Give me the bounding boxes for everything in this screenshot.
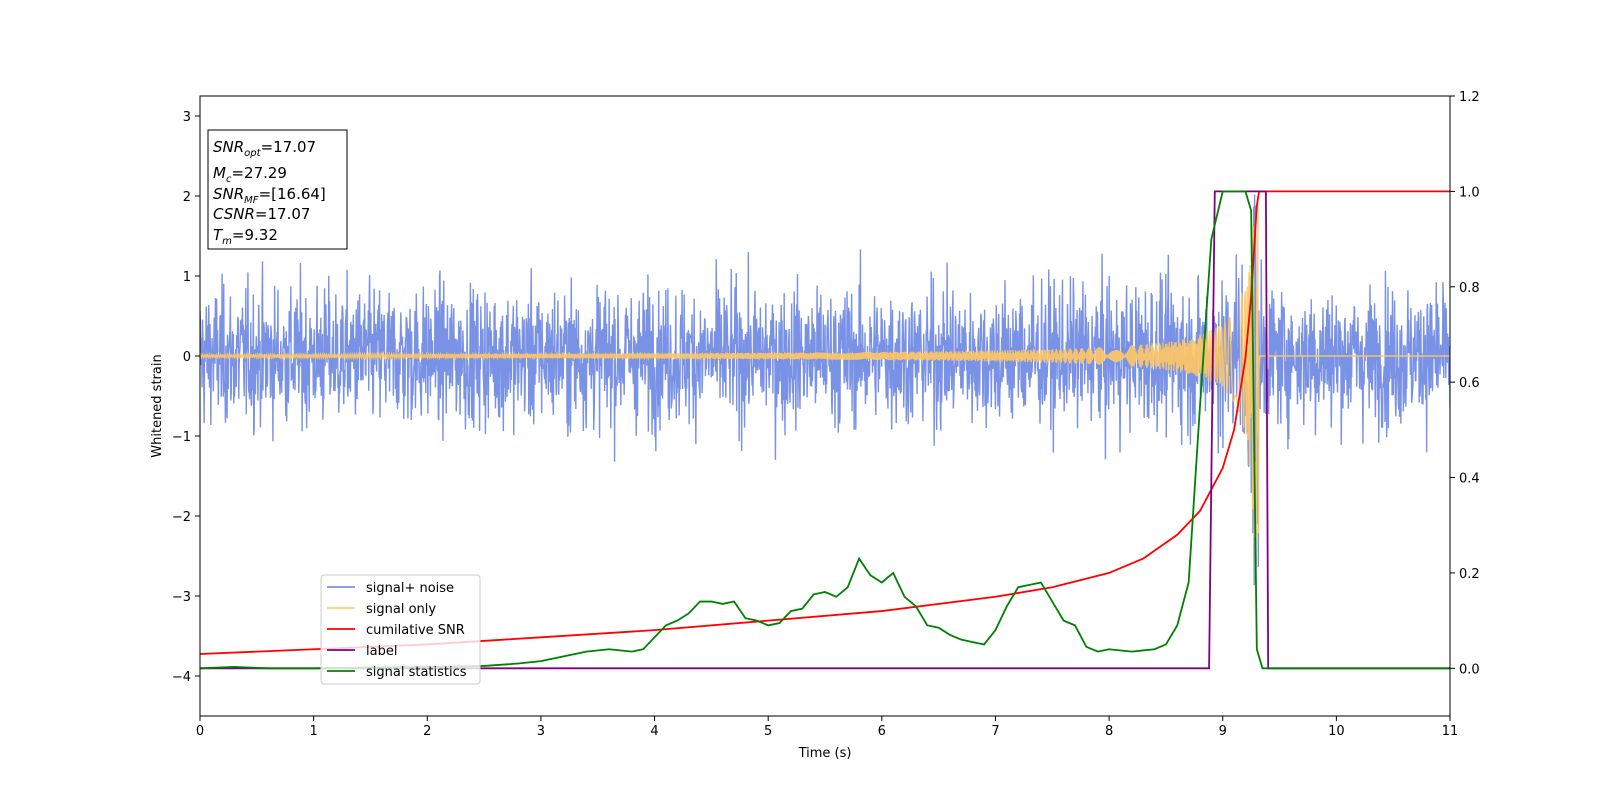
x-axis: 0 1 2 3 4 5 6 7 8 9 10 11 <box>196 716 1458 739</box>
y-tick-label: −3 <box>172 590 191 605</box>
x-axis-label: Time (s) <box>798 746 852 761</box>
y-tick-label: 3 <box>183 110 191 125</box>
series-signal-statistics-line <box>200 190 1450 670</box>
x-tick-label: 11 <box>1442 724 1459 739</box>
legend-label: signal statistics <box>366 665 467 680</box>
x-tick-label: 10 <box>1328 724 1345 739</box>
y-axis-label: Whitened strain <box>150 354 165 457</box>
legend: signal+ noise signal only cumilative SNR la… <box>320 574 481 685</box>
annotation-mc: Mc=27.29 <box>213 164 287 185</box>
y-tick-label: −2 <box>172 510 191 525</box>
y-axis-left: −4 −3 −2 −1 0 1 2 3 <box>172 110 200 685</box>
x-tick-label: 3 <box>537 724 545 739</box>
x-tick-label: 7 <box>991 724 999 739</box>
x-tick-label: 6 <box>878 724 886 739</box>
y2-tick-label: 1.2 <box>1459 90 1480 105</box>
legend-label: signal+ noise <box>366 581 454 596</box>
plot-area <box>200 190 1450 670</box>
y2-tick-label: 0.6 <box>1459 376 1480 391</box>
x-tick-label: 8 <box>1105 724 1113 739</box>
x-tick-label: 2 <box>423 724 431 739</box>
annotation-box: SNRopt=17.07 Mc=27.29 SNRMF=[16.64] CSNR… <box>207 129 348 250</box>
y2-tick-label: 0.2 <box>1459 567 1480 582</box>
x-tick-label: 0 <box>196 724 204 739</box>
x-tick-label: 1 <box>309 724 317 739</box>
y-tick-label: −1 <box>172 430 191 445</box>
y-tick-label: −4 <box>172 670 191 685</box>
annotation-tm: Tm=9.32 <box>213 226 278 247</box>
axes-frame <box>199 95 1451 717</box>
annotation-csnr: CSNR=17.07 <box>213 205 310 223</box>
annotation-snr-opt: SNRopt=17.07 <box>213 138 316 159</box>
x-tick-label: 4 <box>650 724 658 739</box>
y2-tick-label: 0.4 <box>1459 472 1480 487</box>
series-cumulative-snr-line <box>200 190 1450 655</box>
annotation-snr-mf: SNRMF=[16.64] <box>213 185 326 206</box>
series-signal-noise-line <box>200 194 1450 586</box>
y-axis-right: 0.0 0.2 0.4 0.6 0.8 1.0 1.2 <box>1450 90 1480 677</box>
y-tick-label: 2 <box>183 190 191 205</box>
y-tick-label: 0 <box>183 350 191 365</box>
y2-tick-label: 1.0 <box>1459 185 1480 200</box>
y-tick-label: 1 <box>183 270 191 285</box>
x-tick-label: 9 <box>1219 724 1227 739</box>
y2-tick-label: 0.0 <box>1459 662 1480 677</box>
x-tick-label: 5 <box>764 724 772 739</box>
y2-tick-label: 0.8 <box>1459 281 1480 296</box>
legend-label: cumilative SNR <box>366 623 465 638</box>
legend-label: label <box>366 644 397 659</box>
legend-label: signal only <box>366 602 436 617</box>
series-signal-only-line <box>200 196 1450 569</box>
